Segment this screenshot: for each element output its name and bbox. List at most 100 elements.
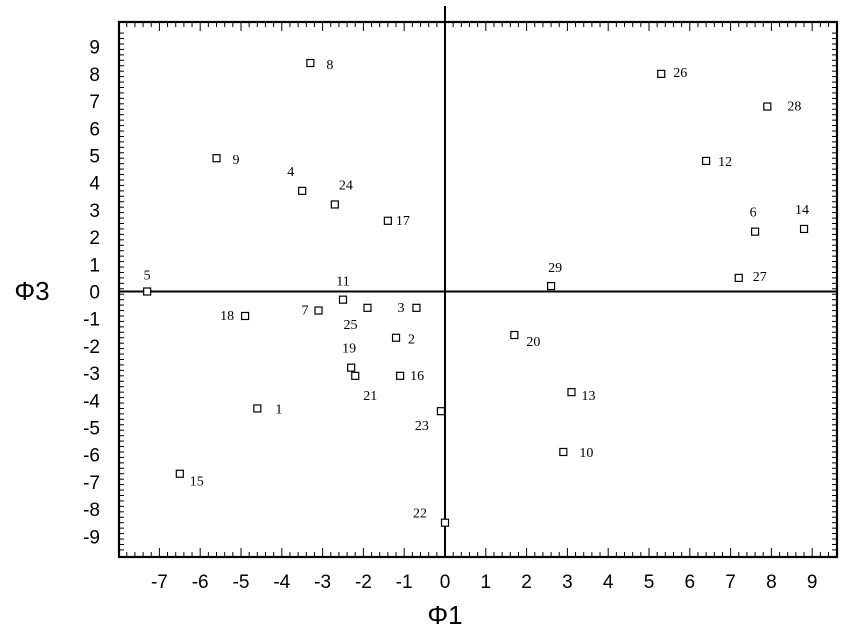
point-label: 1	[275, 402, 282, 417]
point-marker	[567, 388, 576, 397]
point-label: 27	[753, 270, 767, 285]
point-marker	[510, 330, 519, 340]
data-point-9: 9	[212, 153, 240, 168]
data-point-28: 28	[763, 100, 801, 115]
data-point-3: 3	[397, 301, 421, 316]
point-label: 9	[233, 153, 240, 168]
point-label: 29	[548, 261, 562, 276]
data-point-14: 14	[795, 203, 809, 234]
data-point-27: 27	[734, 270, 767, 285]
y-axis-title: Φ3	[14, 276, 49, 306]
y-tick-label: 4	[89, 174, 100, 195]
data-point-8: 8	[306, 58, 333, 73]
point-label: 22	[413, 507, 427, 522]
y-tick-label: 3	[89, 201, 100, 222]
point-label: 8	[326, 58, 333, 73]
point-label: 13	[581, 389, 595, 404]
x-tick-label: 2	[521, 572, 532, 593]
point-marker	[347, 363, 356, 372]
y-tick-label: 7	[89, 92, 100, 113]
point-marker	[657, 69, 666, 79]
data-point-6: 6	[750, 206, 760, 236]
point-label: 20	[526, 335, 540, 350]
data-point-15: 15	[175, 469, 204, 490]
y-tick-label: -7	[83, 473, 100, 494]
point-label: 25	[343, 318, 357, 333]
x-tick-label: 4	[603, 572, 614, 593]
point-marker	[338, 295, 348, 304]
point-marker	[298, 186, 307, 195]
point-label: 7	[302, 304, 309, 319]
y-tick-label: 0	[89, 283, 100, 304]
x-tick-label: 6	[685, 572, 696, 593]
point-label: 26	[673, 66, 687, 81]
x-tick-label: 0	[440, 572, 451, 593]
data-point-29: 29	[546, 261, 562, 291]
point-marker	[546, 281, 556, 291]
x-tick-label: 7	[725, 572, 736, 593]
point-marker	[734, 273, 743, 282]
point-marker	[412, 303, 421, 312]
x-tick-label: 5	[644, 572, 655, 593]
point-marker	[559, 447, 568, 457]
x-axis-title: Φ1	[427, 600, 462, 630]
y-tick-label: 6	[89, 119, 100, 140]
x-tick-label: -3	[314, 572, 331, 593]
point-label: 28	[787, 100, 801, 115]
point-marker	[763, 102, 772, 111]
data-point-1: 1	[253, 402, 282, 417]
x-tick-labels: -7 -6 -5 -4 -3 -2 -1 0 1 2 3 4 5 6 7 8 9	[151, 572, 818, 593]
point-label: 5	[144, 269, 151, 284]
data-point-5: 5	[143, 269, 152, 296]
y-tick-label: 9	[89, 38, 100, 59]
y-tick-label: 5	[89, 147, 100, 168]
y-tick-label: -9	[83, 527, 100, 548]
y-tick-labels: 9 8 7 6 5 4 3 2 1 0 -1 -2 -3 -4 -5 -6 -7 -8 -9	[83, 38, 100, 549]
x-tick-label: 9	[807, 572, 818, 593]
data-point-10: 10	[559, 446, 593, 461]
x-tick-label: 1	[481, 572, 492, 593]
point-marker	[314, 306, 323, 315]
point-marker	[363, 303, 372, 312]
point-marker	[253, 404, 262, 413]
x-tick-label: 3	[562, 572, 573, 593]
point-label: 3	[397, 301, 404, 316]
point-marker	[143, 287, 152, 296]
point-marker	[702, 156, 711, 166]
data-point-12: 12	[702, 155, 732, 170]
point-label: 11	[336, 275, 349, 290]
point-label: 17	[396, 214, 410, 229]
x-tick-label: -5	[233, 572, 250, 593]
y-tick-label: -1	[83, 310, 100, 331]
point-marker	[212, 154, 221, 163]
data-point-16: 16	[396, 369, 424, 384]
point-marker	[391, 333, 401, 342]
data-point-21: 21	[351, 371, 377, 404]
data-point-2: 2	[391, 333, 415, 348]
point-label: 10	[579, 446, 593, 461]
data-point-25: 25	[343, 303, 372, 333]
minor-ticks	[119, 22, 837, 557]
zero-lines	[119, 6, 837, 557]
point-marker	[330, 200, 339, 209]
point-label: 14	[795, 203, 809, 218]
y-tick-label: -5	[83, 419, 100, 440]
point-label: 21	[363, 389, 377, 404]
data-point-4: 4	[287, 165, 307, 195]
point-label: 16	[410, 369, 424, 384]
x-tick-label: -7	[151, 572, 168, 593]
y-tick-label: 2	[89, 228, 100, 249]
point-marker	[440, 518, 450, 527]
data-point-7: 7	[302, 304, 323, 319]
y-tick-label: -3	[83, 364, 100, 385]
point-marker	[799, 224, 809, 234]
data-point-11: 11	[336, 275, 350, 304]
y-tick-label: -4	[83, 391, 100, 412]
point-marker	[750, 227, 760, 236]
data-point-23: 23	[415, 407, 446, 434]
point-marker	[351, 371, 360, 380]
point-label: 15	[190, 475, 204, 490]
point-marker	[175, 469, 184, 478]
